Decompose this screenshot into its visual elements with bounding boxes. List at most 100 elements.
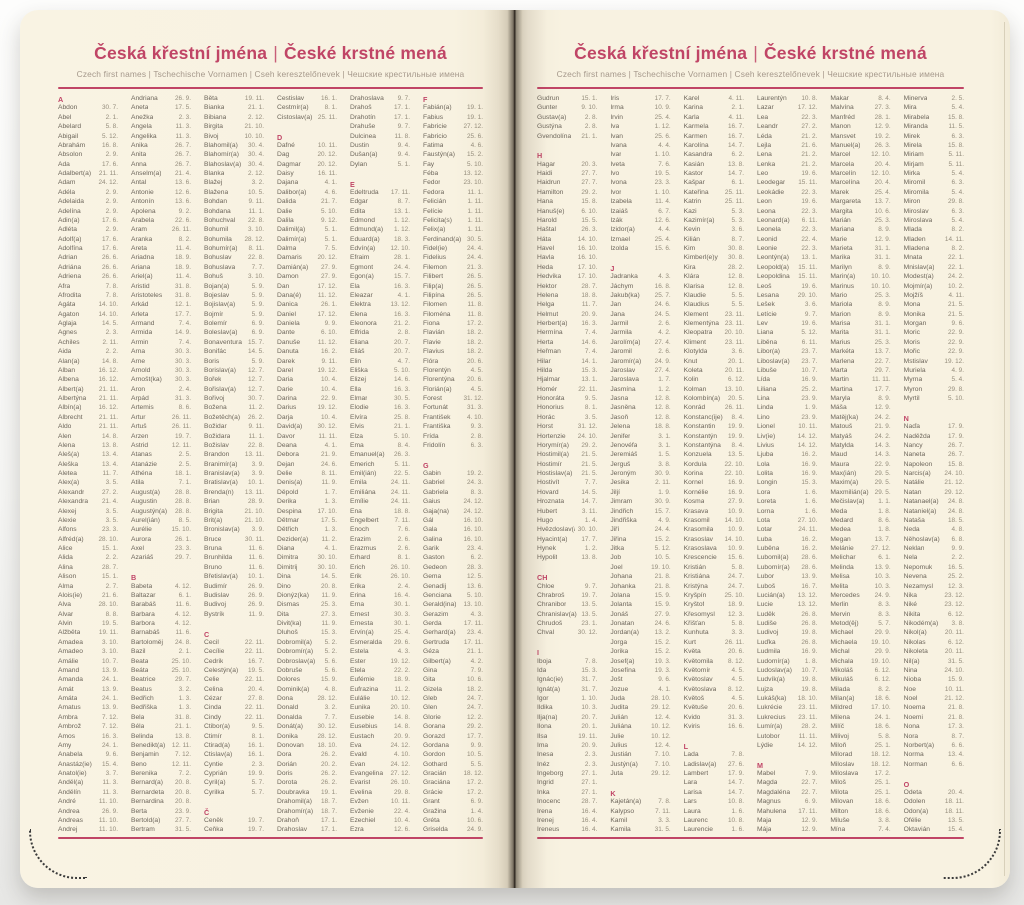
name-entry: Artur 26. 11. (131, 414, 191, 423)
name-entry: Gordon 10. 5. (423, 751, 483, 760)
name-day-date: 4. 11. (948, 291, 964, 299)
name-entry: Konzuela 13. 5. (684, 451, 744, 460)
given-name: Gina (423, 666, 438, 674)
name-entry: Mercedes 24. 9. (830, 592, 890, 601)
given-name: Bonifác (204, 348, 227, 356)
given-name: Chrabroš (537, 591, 565, 599)
name-entry: Luďka 26. 8. (757, 639, 817, 648)
name-entry: Alžběta 19. 11. (58, 629, 118, 638)
name-day-date: 14. 11. (944, 235, 964, 243)
name-entry: Mariana 8. 9. (830, 226, 890, 235)
name-day-date: 13. 8. (175, 732, 191, 740)
given-name: Mercedes (830, 591, 860, 599)
given-name: Michaela (830, 638, 858, 646)
name-day-date: 9. 7. (397, 123, 410, 131)
name-day-date: 10. 1. (248, 573, 264, 581)
name-entry: Melita 10. 3. (830, 583, 890, 592)
name-day-date: 14. 10. (98, 301, 118, 309)
given-name: Donald (277, 704, 299, 712)
name-entry: Dluhoš 15. 3. (277, 629, 337, 638)
given-name: Leonela (756, 226, 781, 234)
given-name: Noe (903, 685, 916, 693)
name-entry: Hjalmar 13. 1. (537, 376, 597, 385)
given-name: Gabriel (423, 479, 445, 487)
given-name: Grácie (423, 788, 443, 796)
name-entry: Blažej 3. 2. (204, 179, 264, 188)
name-day-date: 9. 9. (951, 545, 964, 552)
given-name: Norma (903, 751, 924, 759)
name-day-date: 8. 7. (731, 235, 744, 243)
name-day-date: 19. 1. (467, 113, 483, 121)
name-day-date: 18. 9. (175, 254, 191, 262)
name-entry: Gál 16. 10. (423, 517, 483, 526)
name-day-date: 9. 10. (581, 104, 598, 112)
given-name: Dorota (277, 779, 298, 787)
given-name: Cyrilka (204, 788, 225, 796)
given-name: Marián (830, 216, 851, 224)
name-day-date: 22. 9. (321, 395, 337, 402)
name-entry: Gerald(ina) 13. 10. (423, 601, 483, 610)
given-name: Alma (58, 582, 74, 590)
given-name: Atila (131, 479, 145, 487)
name-day-date: 5. 10. (467, 591, 483, 599)
given-name: Achiles (58, 338, 80, 346)
given-name: Ludomír(a) (756, 657, 790, 665)
given-name: Metod(ěj) (830, 620, 859, 627)
given-name: Adriána (58, 263, 82, 271)
name-entry: Elodie 16. 3. (350, 404, 410, 413)
name-day-date: 2. 11. (102, 338, 118, 346)
name-day-date: 16. 8. (102, 141, 118, 149)
name-entry: Egmont 24. 4. (350, 264, 410, 273)
given-name: Linda (756, 404, 774, 412)
name-entry: Alfons 23. 3. (58, 526, 118, 535)
name-day-date: 20. 7. (394, 338, 410, 346)
given-name: Dana(é) (277, 291, 302, 299)
name-day-date: 22. 3. (801, 245, 818, 252)
name-day-date: 7. 8. (105, 282, 118, 290)
given-name: Mario (830, 291, 848, 299)
name-entry: Miroslav 6. 3. (904, 208, 964, 217)
name-day-date: 26. 9. (248, 601, 264, 609)
name-day-date: 22. 11. (244, 638, 264, 646)
given-name: Maxmilián(a) (830, 488, 869, 496)
name-day-date: 29. 7. (175, 554, 191, 562)
name-day-date: 17. 1. (394, 113, 410, 121)
name-entry: Marika 31. 1. (830, 254, 890, 263)
name-entry: Nina 24. 10. (904, 667, 964, 676)
name-entry: Edmond 1. 12. (350, 217, 410, 226)
name-day-date: 19. 9. (727, 423, 744, 431)
name-day-date: 24. 7. (467, 695, 483, 702)
name-entry: Hynek 1. 2. (537, 545, 597, 554)
name-entry: Alois(ie) 21. 6. (58, 592, 118, 601)
given-name: Andrej (58, 826, 78, 834)
name-entry: Bořek 12. 7. (204, 376, 264, 385)
given-name: Branislav(a) (204, 470, 240, 477)
name-day-date: 10. 12. (651, 723, 671, 731)
name-day-date: 4. 5. (731, 695, 744, 702)
name-entry: Alison 15. 1. (58, 573, 118, 582)
name-day-date: 21. 7. (321, 198, 337, 206)
name-day-date: 3. 10. (248, 273, 264, 281)
name-day-date: 8. 4. (731, 413, 744, 421)
given-name: Liana (756, 329, 774, 337)
name-entry: Melisa 10. 3. (830, 573, 890, 582)
name-day-date: 13. 9. (102, 704, 118, 712)
given-name: Mlada (903, 226, 922, 234)
name-day-date: 16. 11. (317, 170, 337, 177)
name-entry: Hostimír 21. 5. (537, 461, 597, 470)
name-day-date: 19. 9. (727, 432, 744, 440)
name-entry: Karina 2. 1. (684, 104, 744, 113)
name-entry: Bernard(a) 20. 8. (131, 779, 191, 788)
name-entry: Mildred 17. 10. (830, 704, 890, 713)
name-day-date: 2. 8. (584, 123, 598, 131)
name-day-date: 14. 10. (724, 535, 744, 543)
name-entry: Lubomír(a) 28. 6. (757, 564, 817, 573)
given-name: Elodie (350, 404, 369, 412)
given-name: Naďa (903, 423, 921, 431)
name-day-date: 26. 6. (102, 263, 118, 271)
given-name: Květomila (683, 657, 714, 665)
given-name: Květa (683, 648, 701, 656)
given-name: Mirela (903, 141, 922, 149)
given-name: Matouš (830, 423, 853, 431)
given-name: Horst (537, 423, 553, 431)
